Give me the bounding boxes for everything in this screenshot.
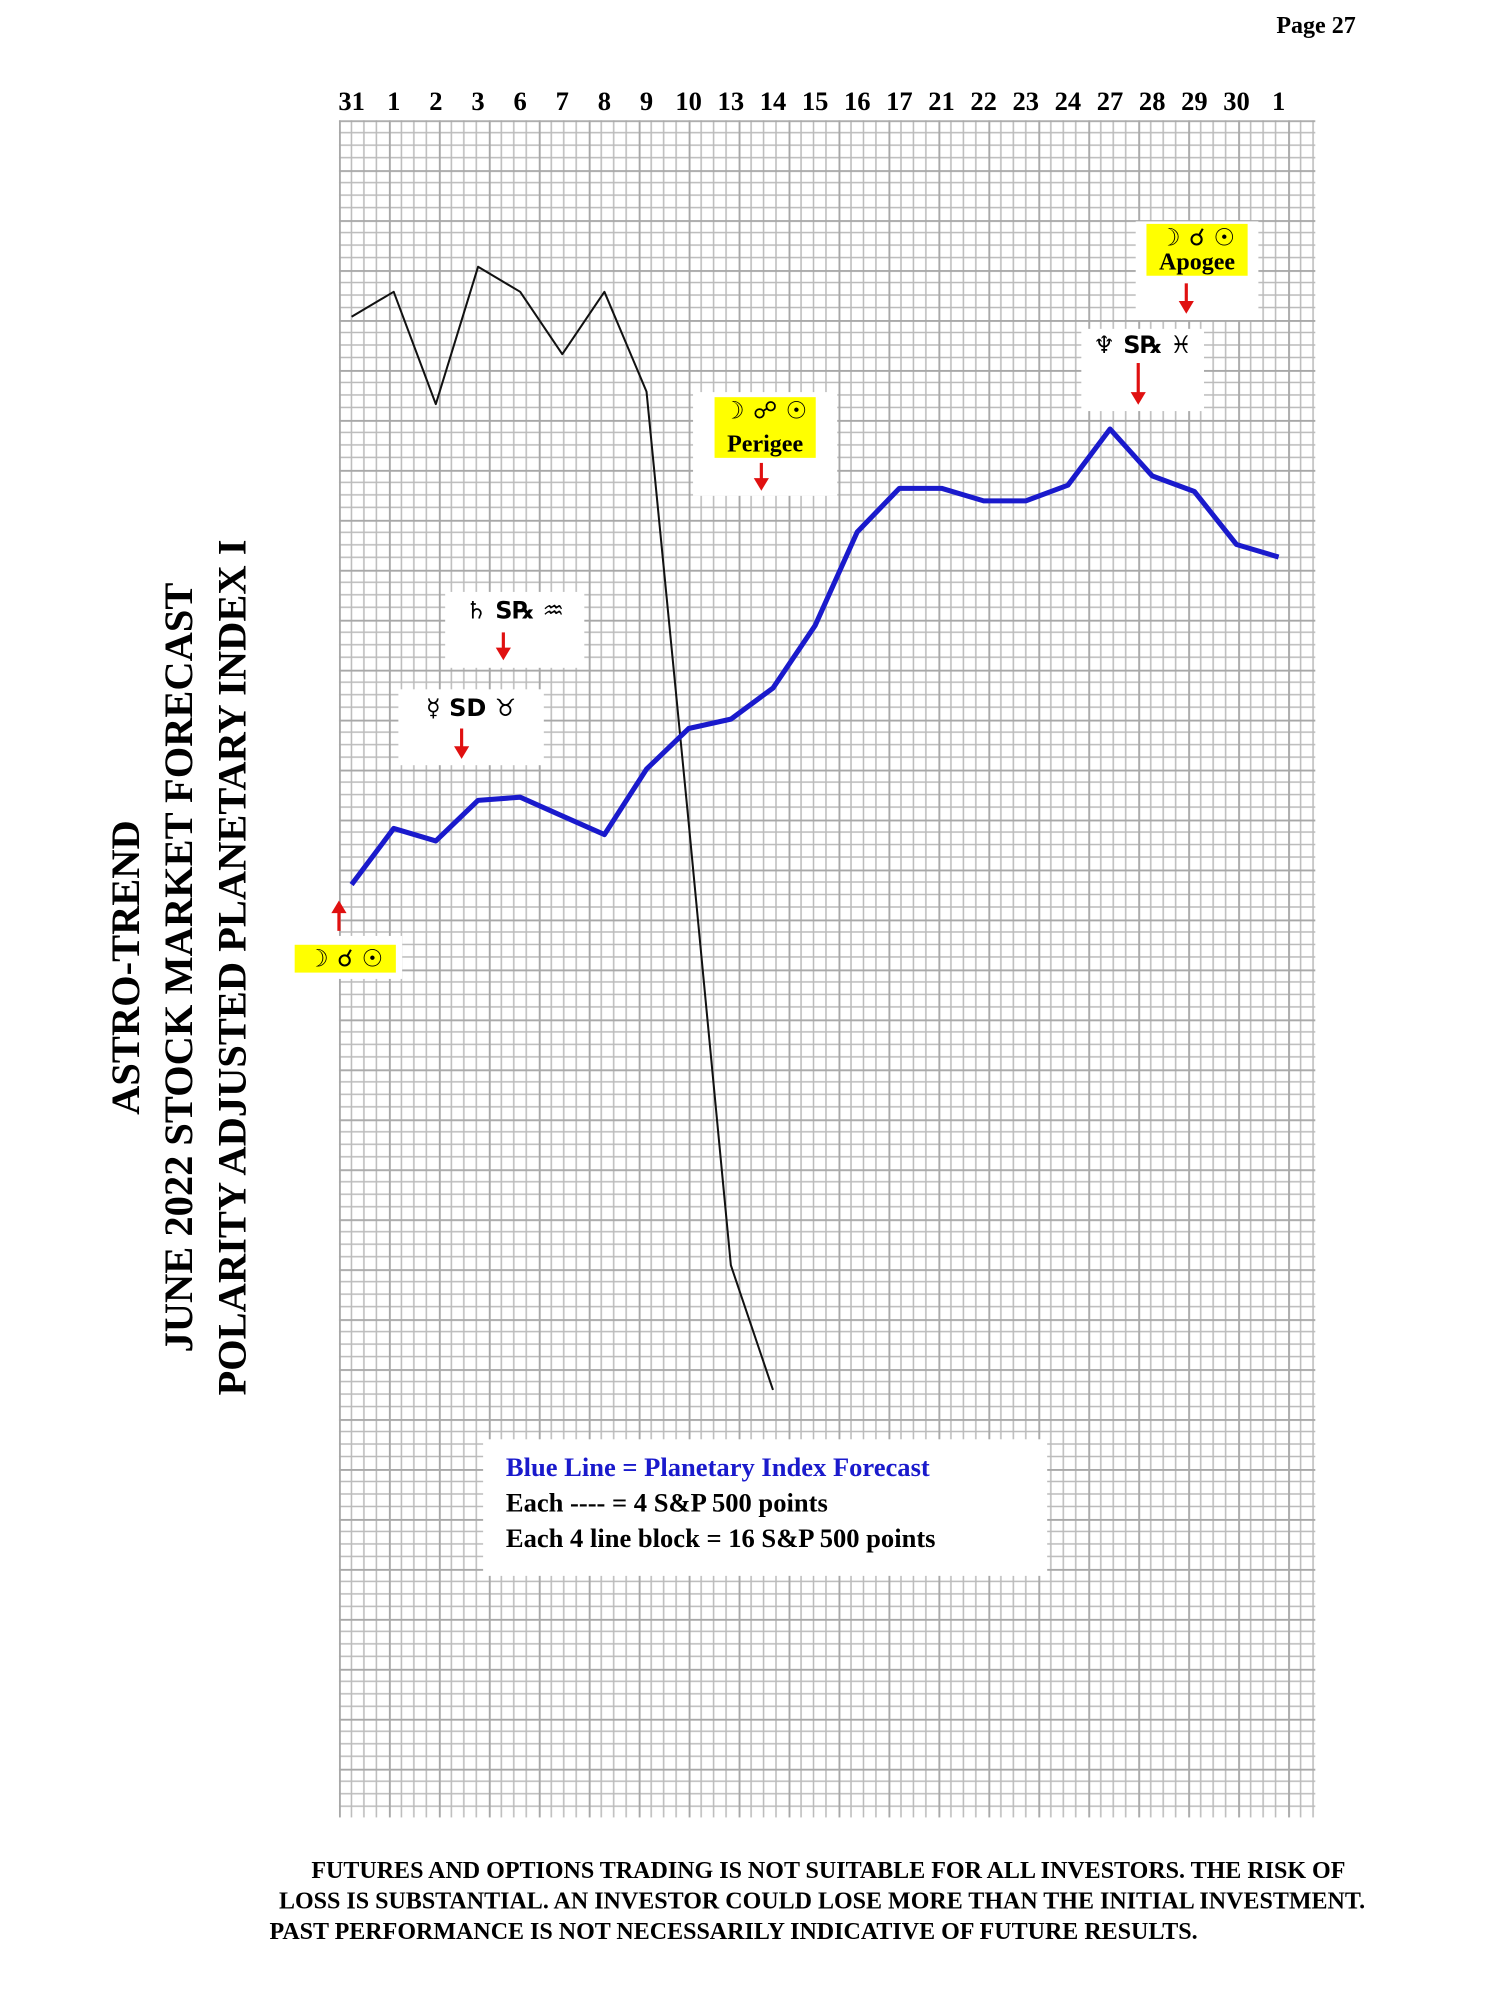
x-tick-label: 7 bbox=[556, 86, 569, 116]
x-tick-label: 9 bbox=[640, 86, 653, 116]
x-tick-label: 27 bbox=[1097, 86, 1124, 116]
highlight bbox=[294, 944, 396, 973]
annotation-symbols: ☽ ☌ ☉ bbox=[1159, 223, 1235, 251]
x-tick-label: 30 bbox=[1223, 86, 1250, 116]
highlight bbox=[714, 397, 816, 458]
arrow-head bbox=[1178, 301, 1194, 314]
x-tick-label: 15 bbox=[802, 86, 829, 116]
x-tick-label: 28 bbox=[1139, 86, 1166, 116]
x-tick-label: 2 bbox=[429, 86, 442, 116]
note: Each 4 line block = 16 S&P 500 points bbox=[506, 1523, 936, 1553]
annotation-box bbox=[445, 591, 585, 668]
annotation-symbols: ☿ SD ♉ bbox=[426, 694, 516, 722]
arrow-head bbox=[753, 478, 769, 491]
annotation-symbols: ☽ ☍ ☉ bbox=[723, 397, 807, 425]
arrow-head bbox=[331, 900, 347, 914]
x-tick-label: 29 bbox=[1181, 86, 1208, 116]
x-tick-label: 6 bbox=[513, 86, 526, 116]
x-tick-label: 14 bbox=[760, 86, 787, 116]
annotation-label: Apogee bbox=[1159, 249, 1235, 275]
arrow-head bbox=[1130, 392, 1146, 405]
x-tick-label: 10 bbox=[675, 86, 702, 116]
arrow-head bbox=[495, 647, 511, 661]
annotation-symbols: ♆ S℞ ♓ bbox=[1093, 331, 1192, 359]
title-line: JUNE 2022 STOCK MARKET FORECAST bbox=[156, 583, 201, 1353]
series-line bbox=[351, 265, 774, 1391]
note: Each ---- = 4 S&P 500 points bbox=[506, 1487, 828, 1517]
arrow-head bbox=[454, 746, 470, 759]
annotation-label: Perigee bbox=[727, 432, 803, 458]
x-tick-label: 3 bbox=[471, 86, 484, 116]
disclaimer: LOSS IS SUBSTANTIAL. AN INVESTOR COULD L… bbox=[279, 1888, 1365, 1914]
x-tick-label: 24 bbox=[1055, 86, 1082, 116]
x-tick-label: 23 bbox=[1013, 86, 1040, 116]
x-tick-label: 21 bbox=[928, 86, 955, 116]
x-tick-label: 1 bbox=[387, 86, 400, 116]
x-tick-label: 31 bbox=[338, 86, 365, 116]
note: Blue Line = Planetary Index Forecast bbox=[506, 1452, 930, 1482]
disclaimer: FUTURES AND OPTIONS TRADING IS NOT SUITA… bbox=[311, 1858, 1345, 1884]
x-tick-label: 16 bbox=[844, 86, 871, 116]
highlight bbox=[1146, 223, 1248, 276]
annotation-symbols: ♄ S℞ ♒ bbox=[465, 596, 564, 624]
title-line: POLARITY ADJUSTED PLANETARY INDEX I bbox=[209, 540, 254, 1396]
annotation-box bbox=[398, 689, 544, 766]
annotation-symbols: ☽ ☌ ☉ bbox=[307, 944, 383, 972]
title-line: ASTRO-TREND bbox=[103, 820, 148, 1115]
disclaimer: PAST PERFORMANCE IS NOT NECESSARILY INDI… bbox=[269, 1919, 1197, 1945]
x-tick-label: 22 bbox=[970, 86, 997, 116]
page-number: Page 27 bbox=[1276, 13, 1355, 39]
series-line bbox=[349, 426, 1280, 887]
x-tick-label: 13 bbox=[718, 86, 745, 116]
x-tick-label: 8 bbox=[598, 86, 611, 116]
x-tick-label: 1 bbox=[1272, 86, 1285, 116]
x-tick-label: 17 bbox=[886, 86, 913, 116]
note-box bbox=[483, 1439, 1048, 1576]
